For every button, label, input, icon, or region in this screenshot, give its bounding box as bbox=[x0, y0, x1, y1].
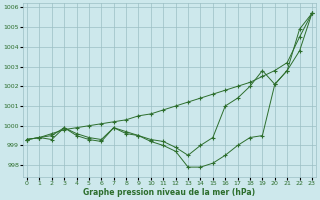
X-axis label: Graphe pression niveau de la mer (hPa): Graphe pression niveau de la mer (hPa) bbox=[84, 188, 256, 197]
